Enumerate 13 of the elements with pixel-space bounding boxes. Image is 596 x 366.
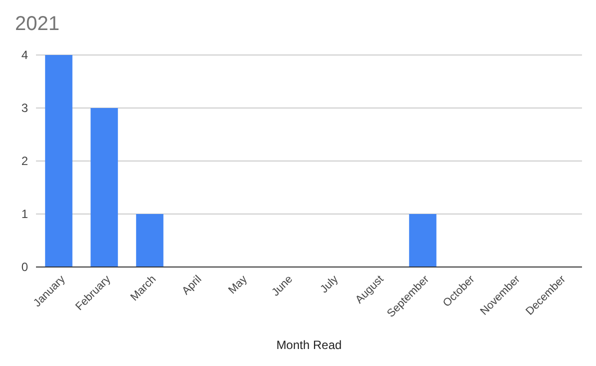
y-tick-label: 0 [21, 260, 28, 274]
x-axis-title: Month Read [276, 338, 342, 352]
bar [136, 214, 164, 267]
x-tick-label: May [226, 273, 250, 297]
x-tick-label: July [318, 273, 341, 296]
bar [90, 108, 118, 267]
bar [409, 214, 436, 267]
bar [45, 55, 72, 267]
y-tick-label: 1 [21, 207, 28, 222]
y-tick-label: 4 [21, 48, 28, 62]
chart-title: 2021 [15, 13, 60, 35]
y-tick-label: 2 [21, 154, 28, 168]
y-tick-label: 3 [21, 101, 28, 116]
